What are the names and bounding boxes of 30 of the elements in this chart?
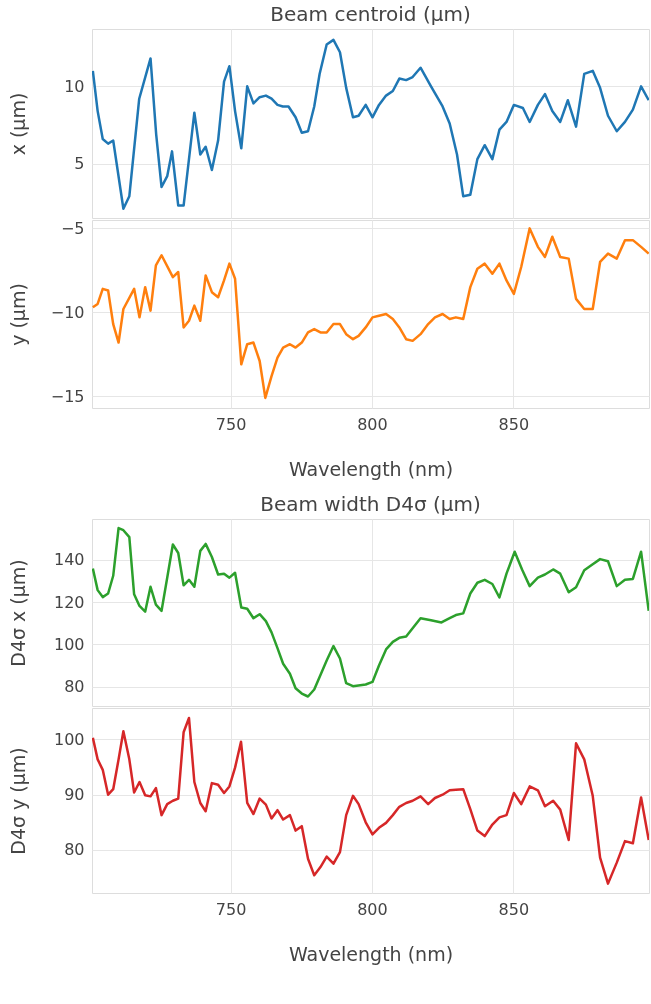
x-tick-label: 850 xyxy=(498,414,530,434)
y-tick-label: 10 xyxy=(64,76,85,96)
x-axis-title: Wavelength (nm) xyxy=(288,942,454,965)
y-tick-label: 100 xyxy=(53,729,85,749)
line-series xyxy=(92,227,649,400)
x-tick-label: 750 xyxy=(215,899,247,919)
y-tick-label: 90 xyxy=(64,785,85,805)
line-series xyxy=(92,38,649,210)
y-tick-label: 140 xyxy=(53,550,85,570)
y-axis-title: x (µm) xyxy=(6,92,29,156)
x-tick-label: 800 xyxy=(357,899,388,919)
line-series xyxy=(92,716,649,885)
y-axis-title: D4σ y (µm) xyxy=(6,747,29,855)
y-tick-label: 80 xyxy=(64,677,85,697)
line-series xyxy=(92,526,649,698)
chart-title: Beam centroid (µm) xyxy=(270,2,471,26)
y-tick-label: 120 xyxy=(53,592,85,612)
y-tick-label: 100 xyxy=(53,634,85,654)
y-axis-title: y (µm) xyxy=(6,283,29,346)
x-tick-label: 850 xyxy=(498,899,530,919)
y-tick-label: −5 xyxy=(60,218,85,238)
y-tick-label: 5 xyxy=(74,154,85,174)
chart-title: Beam width D4σ (µm) xyxy=(260,492,481,516)
y-tick-label: 80 xyxy=(64,840,85,860)
y-axis-title: D4σ x (µm) xyxy=(6,559,29,667)
y-tick-label: −10 xyxy=(50,302,85,322)
y-tick-label: −15 xyxy=(50,386,85,406)
x-axis-title: Wavelength (nm) xyxy=(288,457,454,480)
x-tick-label: 750 xyxy=(215,414,247,434)
x-tick-label: 800 xyxy=(357,414,388,434)
